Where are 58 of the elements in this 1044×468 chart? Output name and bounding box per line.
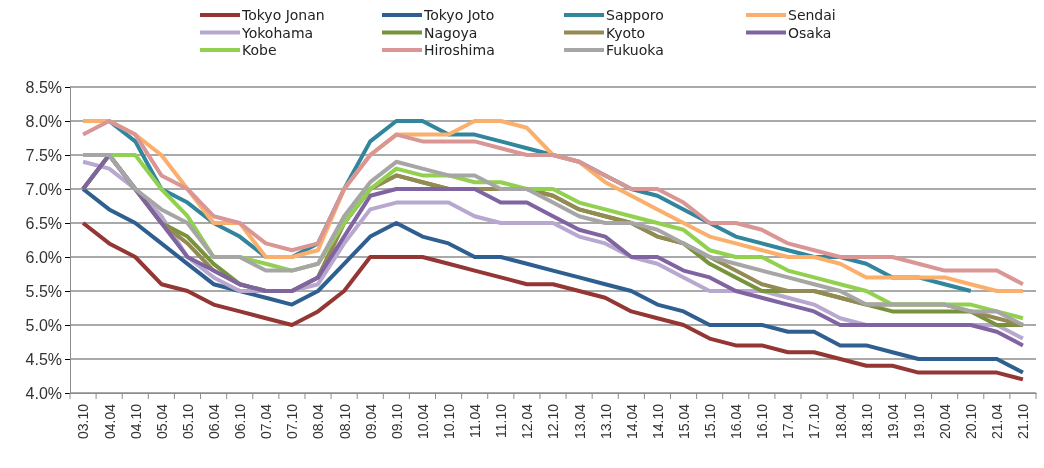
x-tick-label: 05.10: [179, 403, 196, 440]
x-tick-label: 20.04: [937, 403, 954, 440]
x-tick-label: 10.10: [440, 403, 457, 440]
x-tick-label: 04.04: [101, 403, 118, 440]
x-tick-label: 13.04: [571, 403, 588, 440]
y-tick-label: 5.5%: [25, 282, 62, 300]
x-tick-label: 04.10: [127, 403, 144, 440]
y-tick-label: 5.0%: [25, 316, 62, 334]
y-tick-label: 8.5%: [25, 78, 62, 96]
y-tick-label: 4.0%: [25, 384, 62, 402]
x-tick-label: 17.04: [780, 403, 797, 440]
x-tick-label: 21.10: [1015, 403, 1032, 440]
legend-label: Hiroshima: [424, 42, 495, 58]
legend-label: Kobe: [242, 42, 277, 58]
x-tick-label: 09.10: [388, 403, 405, 440]
x-tick-label: 19.04: [884, 403, 901, 440]
legend-label: Nagoya: [424, 24, 478, 41]
legend-label: Sendai: [788, 7, 836, 23]
x-tick-label: 20.10: [963, 403, 980, 440]
legend-label: Sapporo: [606, 7, 664, 23]
legend-label: Fukuoka: [606, 42, 664, 58]
x-tick-label: 17.10: [806, 403, 823, 440]
legend-label: Tokyo Jonan: [241, 7, 325, 23]
legend-label: Tokyo Joto: [423, 7, 495, 23]
x-tick-label: 18.10: [858, 403, 875, 440]
x-tick-label: 07.10: [284, 403, 301, 440]
x-tick-label: 06.10: [232, 403, 249, 440]
legend-label: Osaka: [788, 24, 832, 41]
x-tick-label: 07.04: [258, 403, 275, 440]
x-tick-label: 16.10: [754, 403, 771, 440]
y-tick-label: 6.0%: [25, 248, 62, 266]
y-tick-label: 4.5%: [25, 350, 62, 368]
x-tick-label: 05.04: [153, 403, 170, 440]
x-tick-label: 21.04: [989, 403, 1006, 440]
x-tick-label: 08.04: [310, 403, 327, 440]
x-tick-label: 14.04: [623, 403, 640, 440]
x-tick-label: 09.04: [362, 403, 379, 440]
x-tick-label: 16.04: [728, 403, 745, 440]
x-tick-label: 03.10: [75, 403, 92, 440]
x-tick-label: 11.10: [493, 403, 510, 438]
y-tick-label: 8.0%: [25, 112, 62, 130]
x-tick-label: 06.04: [205, 403, 222, 440]
x-tick-label: 08.10: [336, 403, 353, 440]
x-tick-label: 10.04: [414, 403, 431, 440]
y-tick-label: 7.5%: [25, 146, 62, 164]
x-tick-label: 14.10: [649, 403, 666, 440]
x-tick-label: 15.04: [675, 403, 692, 440]
x-tick-label: 12.10: [545, 403, 562, 440]
x-tick-label: 11.04: [467, 403, 484, 438]
x-tick-label: 15.10: [702, 403, 719, 440]
legend-label: Yokohama: [241, 24, 314, 41]
x-tick-label: 18.04: [832, 403, 849, 440]
x-tick-label: 13.10: [597, 403, 614, 440]
x-tick-label: 12.04: [519, 403, 536, 440]
x-tick-label: 19.10: [910, 403, 927, 440]
y-tick-label: 7.0%: [25, 180, 62, 198]
y-tick-label: 6.5%: [25, 214, 62, 232]
legend-label: Kyoto: [606, 24, 646, 41]
